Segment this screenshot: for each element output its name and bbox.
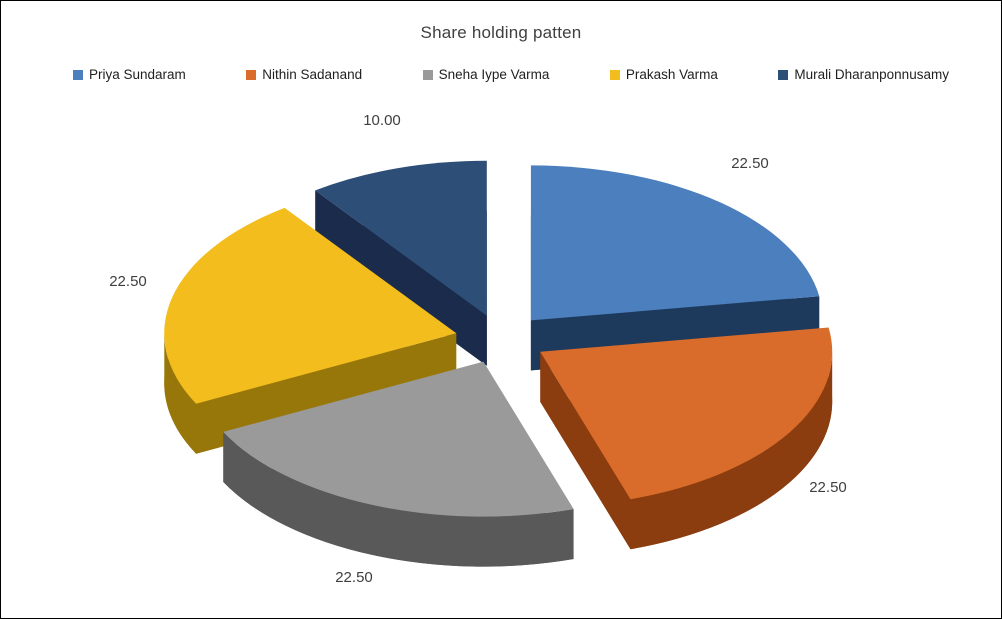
legend-item-nithin-sadanand[interactable]: Nithin Sadanand (246, 67, 362, 82)
slice-top-face (164, 207, 457, 404)
legend-label: Sneha Iype Varma (438, 67, 550, 82)
legend-label: Priya Sundaram (89, 67, 186, 82)
legend-item-prakash-varma[interactable]: Prakash Varma (609, 67, 718, 82)
chart-legend: Priya Sundaram Nithin Sadanand Sneha Iype … (73, 67, 949, 82)
chart-title: Share holding patten (420, 23, 582, 42)
legend-swatch (422, 69, 433, 80)
pie-slice-murali-dharanponnusamy[interactable] (315, 160, 487, 366)
data-label-priya-sundaram: 22.50 (731, 155, 769, 172)
slice-top-face (315, 160, 487, 316)
slice-top-face (530, 165, 820, 321)
legend-swatch (609, 69, 620, 80)
legend-swatch (73, 69, 83, 80)
legend-item-murali-dharanponnusamy[interactable]: Murali Dharanponnusamy (778, 67, 949, 82)
slice-side-wall (540, 351, 631, 550)
legend-label: Murali Dharanponnusamy (794, 67, 949, 82)
slice-rim-skirt (223, 431, 574, 567)
data-label-sneha-iype-varma: 22.50 (335, 569, 373, 586)
slice-top-face (223, 361, 574, 517)
slice-rim-skirt (630, 351, 833, 550)
legend-item-priya-sundaram[interactable]: Priya Sundaram (73, 67, 186, 82)
slice-top-face (540, 327, 833, 500)
data-label-nithin-sadanand: 22.50 (809, 479, 847, 496)
legend-swatch (246, 69, 257, 80)
slice-side-wall (315, 190, 487, 366)
legend-item-sneha-iype-varma[interactable]: Sneha Iype Varma (422, 67, 550, 82)
legend-swatch (778, 69, 789, 80)
pie-slice-sneha-iype-varma[interactable] (223, 361, 574, 567)
slice-rim-skirt (164, 333, 197, 454)
legend-label: Nithin Sadanand (262, 67, 363, 82)
data-label-murali-dharanponnusamy: 10.00 (363, 112, 401, 129)
data-label-prakash-varma: 22.50 (109, 273, 147, 290)
legend-label: Prakash Varma (625, 67, 718, 82)
pie-slice-nithin-sadanand[interactable] (540, 327, 833, 550)
